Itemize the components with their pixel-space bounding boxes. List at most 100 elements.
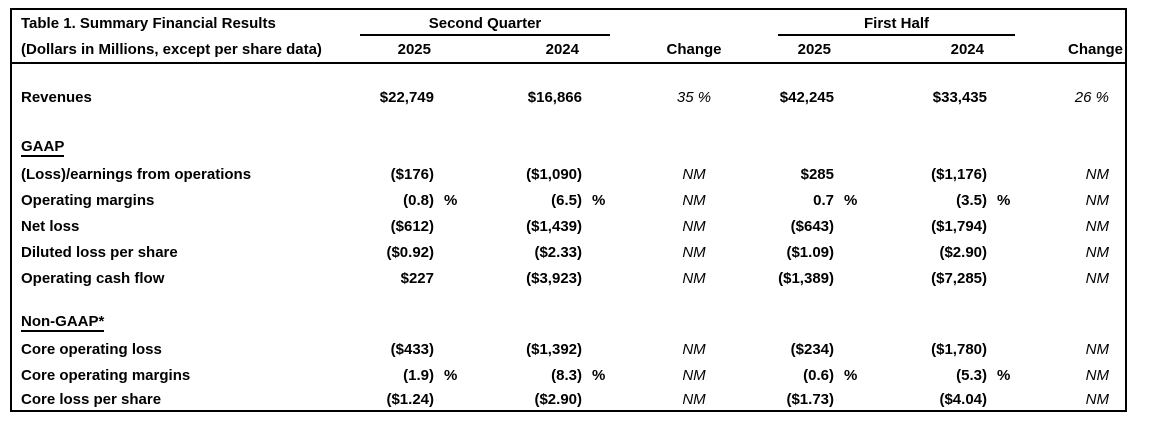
cell-q2-change: NM	[682, 165, 706, 183]
cell-q2-change: NM	[682, 269, 706, 287]
cell-fh-2025: ($234)	[790, 340, 834, 358]
section-heading: Non-GAAP*	[21, 313, 105, 332]
table-row-net-loss: Net loss ($612) ($1,439) NM ($643) ($1,7…	[12, 213, 1125, 239]
percent-sign: %	[997, 191, 1011, 209]
row-label: Diluted loss per share	[21, 243, 178, 261]
second-quarter-label: Second Quarter	[428, 14, 542, 32]
cell-fh-2024: (5.3)	[956, 366, 987, 384]
percent-sign: %	[444, 191, 458, 209]
spacer-row	[12, 110, 1125, 134]
first-half-label: First Half	[863, 14, 929, 32]
cell-q2-2025: (1.9)	[403, 366, 434, 384]
cell-fh-2025: (0.6)	[803, 366, 834, 384]
cell-fh-2024: ($1,780)	[931, 340, 987, 358]
spacer-row	[12, 291, 1125, 309]
cell-q2-2025: (0.8)	[403, 191, 434, 209]
column-header-fh-2025: 2025	[797, 40, 831, 58]
percent-sign: %	[997, 366, 1011, 384]
column-group-first-half: First Half	[770, 10, 1023, 36]
table-title: Table 1. Summary Financial Results	[21, 14, 276, 32]
cell-fh-change: NM	[1085, 165, 1109, 183]
cell-q2-change: NM	[682, 390, 706, 408]
cell-fh-change: NM	[1085, 243, 1109, 261]
cell-q2-change: NM	[682, 191, 706, 209]
section-heading: GAAP	[21, 138, 65, 157]
cell-fh-change: NM	[1085, 217, 1109, 235]
cell-q2-2024: (8.3)	[551, 366, 582, 384]
table-row-revenues: Revenues $22,749 $16,866 35 % $42,245 $3…	[12, 84, 1125, 110]
row-label: Core loss per share	[21, 390, 162, 408]
table-row-diluted-loss-per-share: Diluted loss per share ($0.92) ($2.33) N…	[12, 239, 1125, 265]
cell-fh-change: NM	[1085, 269, 1109, 287]
cell-fh-2024: ($1,794)	[931, 217, 987, 235]
percent-sign: %	[444, 366, 458, 384]
table-row-core-loss-per-share: Core loss per share ($1.24) ($2.90) NM (…	[12, 388, 1125, 410]
cell-q2-2024: $16,866	[527, 88, 582, 106]
cell-q2-2024: ($1,090)	[526, 165, 582, 183]
cell-fh-2024: ($4.04)	[939, 390, 987, 408]
row-label: Operating cash flow	[21, 269, 165, 287]
cell-fh-2025: ($1.73)	[786, 390, 834, 408]
cell-q2-2025: ($176)	[390, 165, 434, 183]
section-row-gaap: GAAP	[12, 134, 1125, 161]
row-label: Revenues	[21, 88, 92, 106]
table-row-core-operating-loss: Core operating loss ($433) ($1,392) NM (…	[12, 336, 1125, 362]
cell-q2-change: NM	[682, 217, 706, 235]
cell-q2-2024: ($2.90)	[534, 390, 582, 408]
column-header-q2-2025: 2025	[397, 40, 431, 58]
cell-fh-2025: ($643)	[790, 217, 834, 235]
table-body: Revenues $22,749 $16,866 35 % $42,245 $3…	[12, 64, 1125, 410]
cell-q2-2024: ($1,392)	[526, 340, 582, 358]
cell-fh-2025: $285	[800, 165, 834, 183]
table-subtitle: (Dollars in Millions, except per share d…	[21, 40, 322, 58]
cell-fh-2024: ($2.90)	[939, 243, 987, 261]
table-row-core-operating-margins: Core operating margins (1.9) % (8.3) % N…	[12, 362, 1125, 388]
cell-q2-change: NM	[682, 340, 706, 358]
cell-fh-2024: $33,435	[932, 88, 987, 106]
cell-q2-change: NM	[682, 243, 706, 261]
row-label: Net loss	[21, 217, 80, 235]
cell-fh-change: NM	[1085, 366, 1109, 384]
spacer-row	[12, 64, 1125, 84]
cell-q2-2025: $227	[400, 269, 434, 287]
percent-sign: %	[844, 191, 858, 209]
summary-financial-results-table: Table 1. Summary Financial Results Secon…	[10, 8, 1127, 412]
table-header: Table 1. Summary Financial Results Secon…	[12, 10, 1125, 64]
row-label: Core operating loss	[21, 340, 162, 358]
cell-q2-change: NM	[682, 366, 706, 384]
header-row-groups: Table 1. Summary Financial Results Secon…	[12, 10, 1125, 36]
cell-q2-2024: ($1,439)	[526, 217, 582, 235]
cell-q2-2025: ($433)	[390, 340, 434, 358]
row-label: Core operating margins	[21, 366, 191, 384]
column-group-second-quarter: Second Quarter	[352, 10, 618, 36]
percent-sign: %	[592, 366, 606, 384]
cell-fh-change: 26 %	[1074, 88, 1109, 106]
row-label: (Loss)/earnings from operations	[21, 165, 252, 183]
cell-fh-2024: ($7,285)	[931, 269, 987, 287]
cell-fh-2024: ($1,176)	[931, 165, 987, 183]
cell-fh-2025: ($1.09)	[786, 243, 834, 261]
header-row-columns: (Dollars in Millions, except per share d…	[12, 36, 1125, 62]
table-row-loss-earnings-from-operations: (Loss)/earnings from operations ($176) (…	[12, 161, 1125, 187]
cell-q2-2025: $22,749	[379, 88, 434, 106]
cell-q2-2024: (6.5)	[551, 191, 582, 209]
cell-q2-2024: ($2.33)	[534, 243, 582, 261]
column-header-q2-2024: 2024	[545, 40, 579, 58]
table-row-operating-margins: Operating margins (0.8) % (6.5) % NM 0.7…	[12, 187, 1125, 213]
cell-fh-2024: (3.5)	[956, 191, 987, 209]
cell-q2-2025: ($0.92)	[386, 243, 434, 261]
cell-fh-2025: $42,245	[779, 88, 834, 106]
cell-fh-change: NM	[1085, 340, 1109, 358]
cell-q2-2024: ($3,923)	[526, 269, 582, 287]
cell-fh-change: NM	[1085, 390, 1109, 408]
table-row-operating-cash-flow: Operating cash flow $227 ($3,923) NM ($1…	[12, 265, 1125, 291]
percent-sign: %	[844, 366, 858, 384]
column-header-q2-change: Change	[666, 40, 722, 58]
section-row-non-gaap: Non-GAAP*	[12, 309, 1125, 336]
cell-q2-2025: ($612)	[390, 217, 434, 235]
cell-fh-change: NM	[1085, 191, 1109, 209]
column-header-fh-change: Change	[1067, 40, 1123, 58]
row-label: Operating margins	[21, 191, 155, 209]
cell-fh-2025: 0.7	[813, 191, 834, 209]
cell-fh-2025: ($1,389)	[778, 269, 834, 287]
